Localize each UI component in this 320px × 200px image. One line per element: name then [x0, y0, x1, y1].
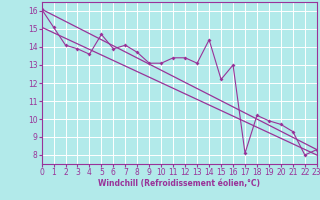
X-axis label: Windchill (Refroidissement éolien,°C): Windchill (Refroidissement éolien,°C)	[98, 179, 260, 188]
